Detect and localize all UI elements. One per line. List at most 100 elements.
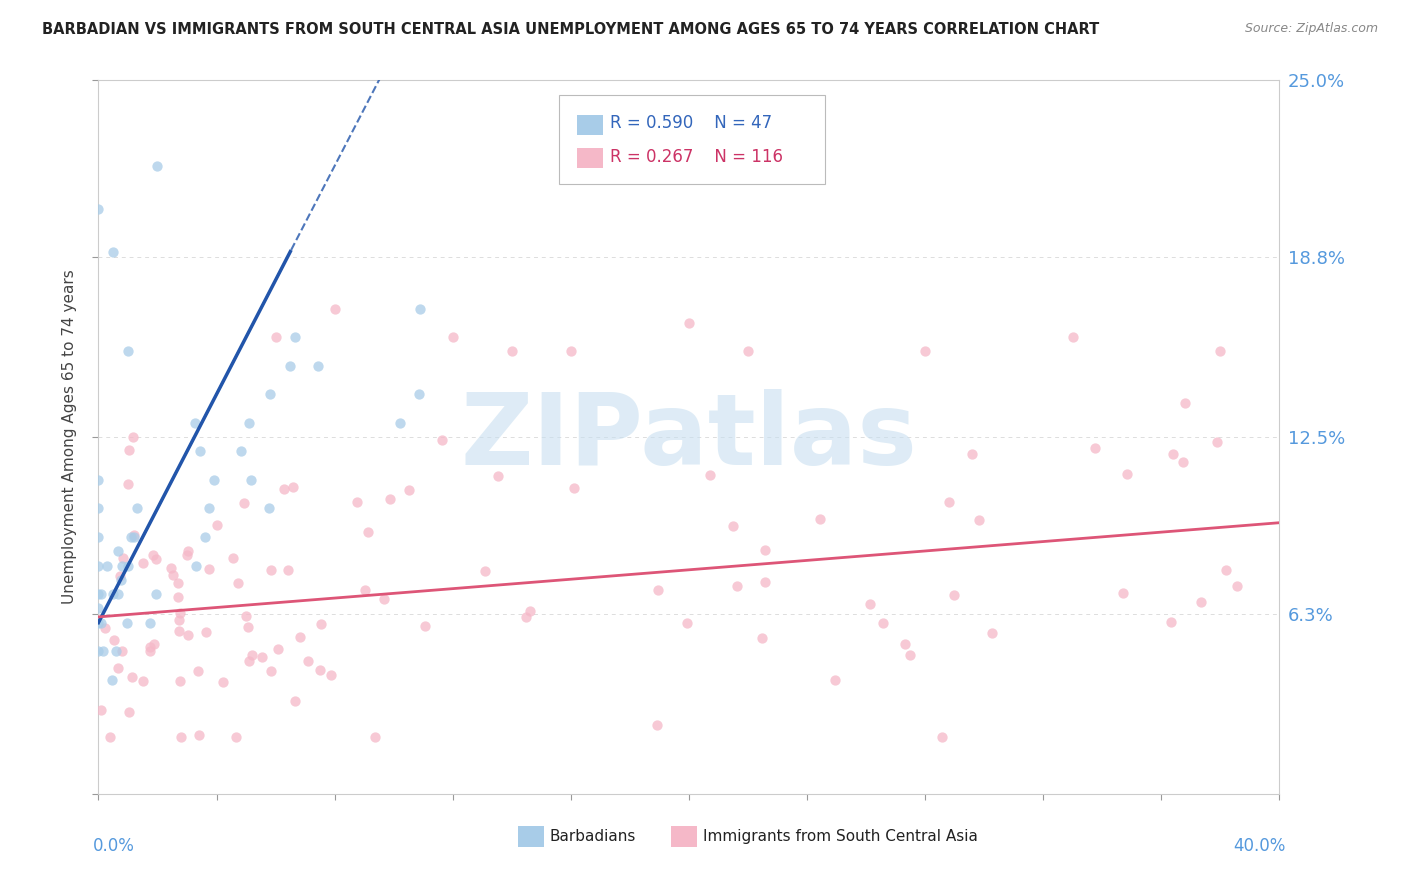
Point [284,694,307,708]
Point [259,387,281,401]
Point [184,416,207,430]
Point [117,344,139,359]
Point [111,558,134,573]
Point [87,501,110,516]
Point [283,480,305,494]
Point [90,615,112,630]
Point [1111,586,1133,600]
Point [221,550,243,565]
Point [107,544,129,558]
Point [228,575,250,590]
Point [115,615,138,630]
Point [229,444,252,458]
Point [675,615,697,630]
FancyBboxPatch shape [576,114,603,135]
Point [186,558,208,573]
Point [145,551,167,566]
Point [110,573,132,587]
Point [378,492,401,507]
Point [754,575,776,590]
Point [125,501,148,516]
Point [981,626,1004,640]
Point [167,576,190,591]
Point [967,513,990,527]
Point [501,344,523,359]
Point [87,587,110,601]
Point [647,582,669,597]
FancyBboxPatch shape [671,826,697,847]
Point [188,728,211,742]
Point [188,444,211,458]
Text: 0.0%: 0.0% [93,837,135,855]
Point [1171,455,1194,469]
Point [169,606,191,620]
Point [699,467,721,482]
Text: R = 0.267    N = 116: R = 0.267 N = 116 [610,148,783,166]
Point [914,344,936,359]
Point [678,316,700,330]
Point [225,730,247,744]
Point [87,644,110,658]
Point [938,494,960,508]
Point [297,654,319,668]
Point [187,664,209,678]
Point [323,301,346,316]
Text: BARBADIAN VS IMMIGRANTS FROM SOUTH CENTRAL ASIA UNEMPLOYMENT AMONG AGES 65 TO 74: BARBADIAN VS IMMIGRANTS FROM SOUTH CENTR… [42,22,1099,37]
Point [211,675,233,690]
Point [240,473,263,487]
Point [288,630,311,644]
Point [138,640,160,654]
Point [204,473,226,487]
Point [240,648,263,662]
Point [260,563,283,577]
Point [162,568,184,582]
Point [346,495,368,509]
Point [1084,441,1107,455]
Point [311,616,333,631]
Point [87,601,110,615]
Point [101,673,124,687]
Point [515,610,537,624]
Point [409,301,432,316]
FancyBboxPatch shape [576,148,603,168]
Point [122,530,145,544]
Point [167,624,190,639]
Point [872,615,894,630]
Point [373,591,395,606]
Point [562,481,585,495]
Point [943,588,966,602]
Point [103,587,125,601]
Point [233,495,256,509]
Point [645,718,668,732]
Point [87,202,110,216]
Point [1206,435,1229,450]
Point [260,664,283,678]
Point [177,544,200,558]
Point [198,501,221,516]
Point [893,637,915,651]
Point [560,344,582,359]
Point [273,482,295,496]
Point [107,661,129,675]
Point [1189,595,1212,609]
Point [1174,396,1197,410]
Point [167,613,190,627]
Point [87,530,110,544]
Point [145,587,167,601]
Point [754,543,776,558]
Point [962,447,984,461]
Point [364,730,387,744]
Point [725,579,748,593]
Point [177,628,200,642]
Point [176,548,198,562]
Point [519,604,541,618]
Text: R = 0.590    N = 47: R = 0.590 N = 47 [610,114,772,132]
Point [1062,330,1084,344]
Point [898,648,921,663]
Y-axis label: Unemployment Among Ages 65 to 74 years: Unemployment Among Ages 65 to 74 years [62,269,77,605]
Point [474,564,496,578]
Point [98,730,121,744]
Point [277,563,299,577]
Point [737,344,759,359]
FancyBboxPatch shape [560,95,825,184]
